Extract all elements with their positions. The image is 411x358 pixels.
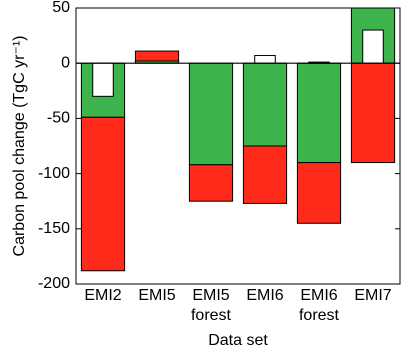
bar [242,145,288,204]
bar [188,164,234,202]
bar [296,62,342,164]
y-tick-label: -100 [38,165,70,182]
x-tick-label: EMI6 forest [298,287,339,324]
y-tick-label: -50 [47,110,70,127]
bar [254,54,276,64]
bar [80,116,126,272]
y-tick-label: 50 [52,0,70,16]
bar [92,62,114,97]
plot-area [80,8,396,272]
x-tick-label: EMI7 [354,287,392,304]
bar [242,62,288,147]
y-tick-label: -200 [38,275,70,292]
y-axis-label: Carbon pool change (TgC yr⁻¹) [11,36,28,257]
x-axis-label: Data set [208,332,268,349]
bar [134,50,180,62]
y-tick-label: -150 [38,220,70,237]
plot-frame [75,7,401,285]
x-tick-label: EMI5 forest [190,287,231,324]
x-tick-label: EMI5 [138,287,176,304]
bar [188,62,234,166]
x-tick-label: EMI2 [84,287,122,304]
bar [362,29,384,64]
y-tick-label: 0 [61,54,70,71]
bar [350,62,396,164]
bar [296,162,342,224]
x-tick-label: EMI6 [246,287,284,304]
